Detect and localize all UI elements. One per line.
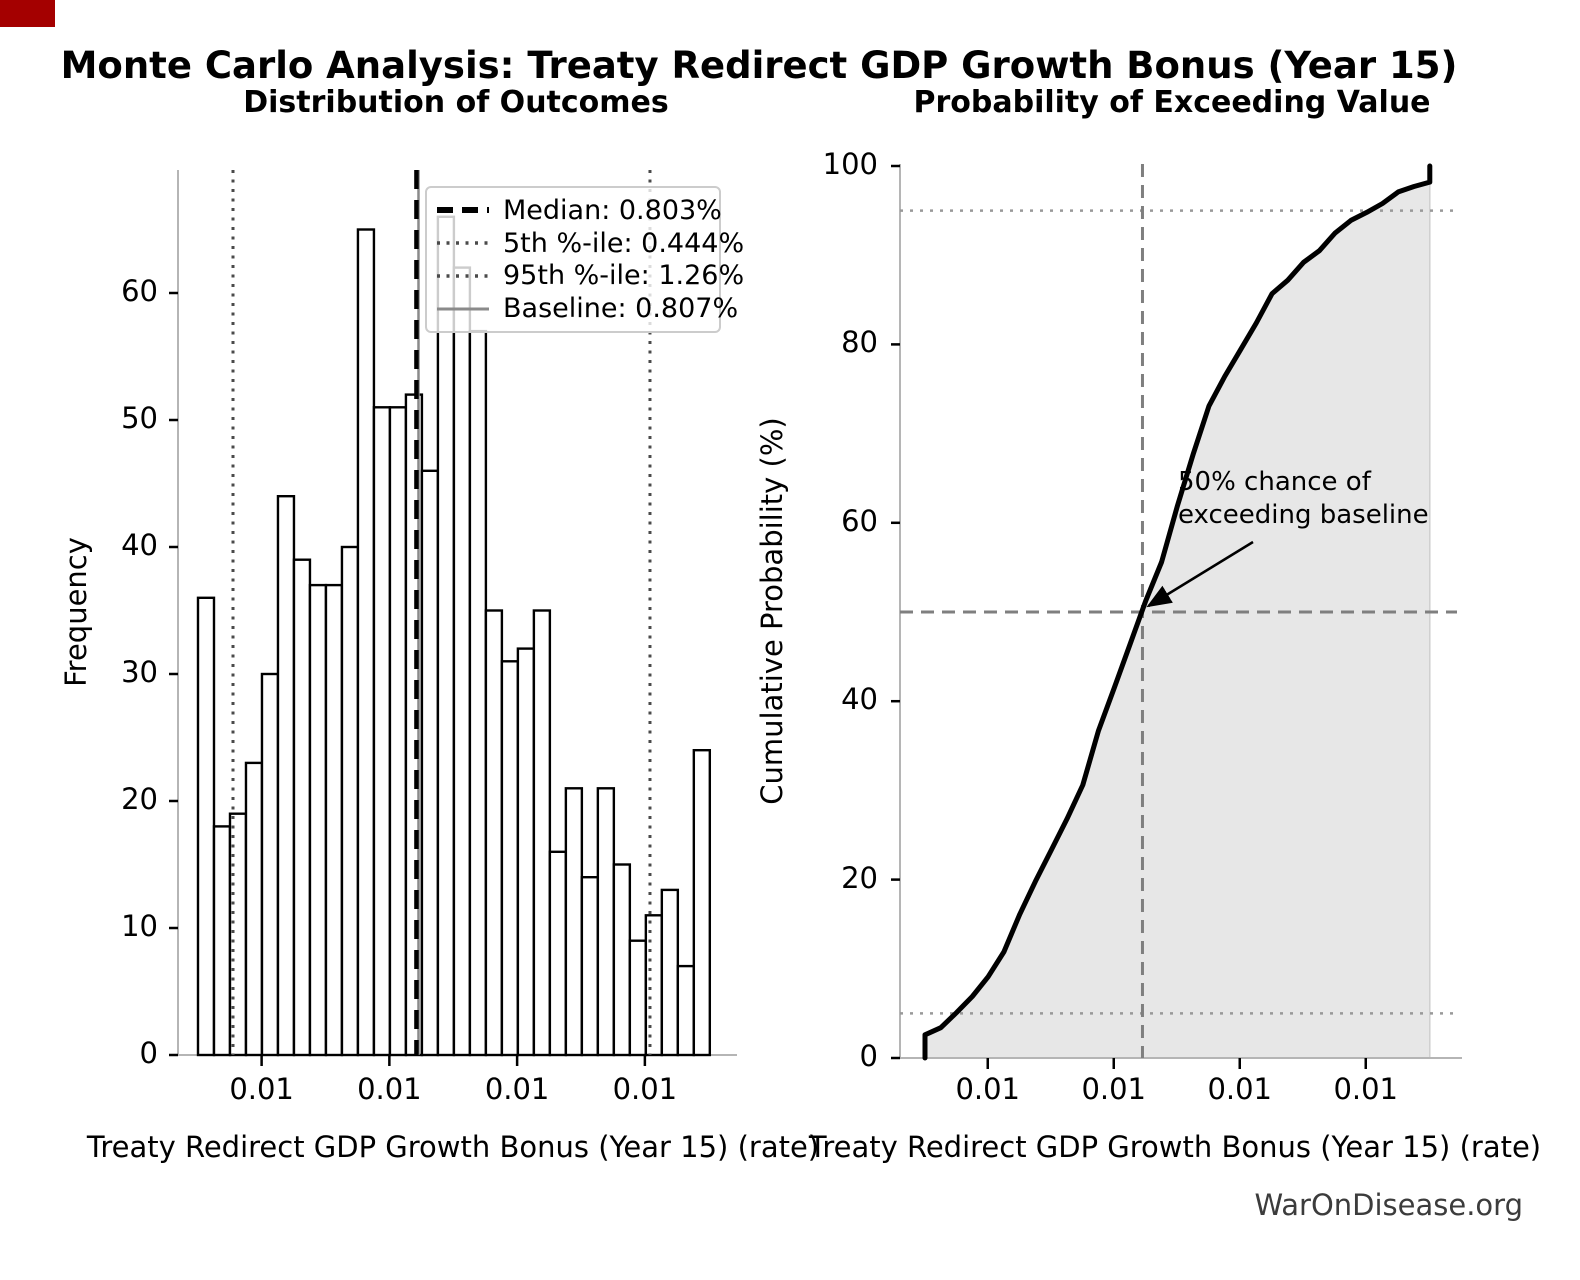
histogram-bar	[388, 406, 408, 1057]
legend-row-p95: 95th %-ile: 1.26%	[437, 260, 744, 293]
left-y-tick-label: 0	[139, 1036, 158, 1070]
left-y-tick-label: 40	[121, 528, 158, 562]
annotation-line-1: 50% chance of	[1178, 467, 1371, 497]
right-y-tick-label: 20	[841, 860, 878, 895]
left-x-tick-label: 0.01	[484, 1072, 550, 1106]
histogram-bar	[452, 266, 472, 1057]
right-y-tick-label: 60	[841, 503, 878, 538]
histogram-bar	[564, 787, 584, 1057]
histogram-bar	[212, 825, 232, 1057]
annotation-arrow	[1146, 540, 1254, 608]
histogram-bar	[292, 558, 312, 1057]
legend-label-p5: 5th %-ile: 0.444%	[503, 227, 745, 259]
histogram-bar	[228, 812, 248, 1057]
left-y-tick-label: 60	[121, 274, 158, 308]
cdf-curve	[922, 163, 1433, 1061]
left-y-tick-label: 10	[121, 909, 158, 943]
left-x-axis-label: Treaty Redirect GDP Growth Bonus (Year 1…	[86, 1130, 820, 1164]
legend-box: Median: 0.803% 5th %-ile: 0.444% 95th %-…	[425, 186, 744, 333]
histogram-bar	[500, 660, 520, 1057]
annotation-50pct: 50% chance of exceeding baseline	[1178, 466, 1429, 532]
right-x-tick-label: 0.01	[1333, 1072, 1399, 1106]
histogram-bar	[324, 583, 344, 1057]
histogram-bar	[276, 495, 296, 1057]
histogram-bar	[244, 761, 264, 1057]
left-x-tick-label: 0.01	[357, 1072, 422, 1106]
median-line-sample-icon	[437, 207, 489, 214]
left-y-tick-label: 30	[121, 655, 158, 689]
histogram-bar	[676, 964, 696, 1057]
histogram-bar	[196, 596, 216, 1057]
legend-label-baseline: Baseline: 0.807%	[503, 293, 739, 325]
histogram-bar	[628, 939, 648, 1057]
histogram-bar	[596, 787, 616, 1057]
left-x-tick-label: 0.01	[229, 1072, 294, 1106]
annotation-line-2: exceeding baseline	[1178, 500, 1429, 530]
histogram-bar	[692, 749, 712, 1057]
corner-brand-block	[0, 0, 55, 27]
histogram-bar	[660, 888, 680, 1057]
left-y-tick-label: 20	[121, 782, 158, 816]
left-y-tick-label: 50	[121, 401, 158, 435]
histogram-bar	[340, 545, 360, 1057]
histogram-bar	[644, 914, 664, 1057]
legend-row-baseline: Baseline: 0.807%	[437, 292, 738, 325]
histogram-bar	[580, 876, 600, 1057]
watermark-text: WarOnDisease.org	[1254, 1188, 1523, 1222]
right-x-tick-label: 0.01	[1081, 1072, 1147, 1106]
right-plot-title: Probability of Exceeding Value	[913, 85, 1431, 120]
histogram-bar	[308, 583, 328, 1057]
right-y-tick-label: 40	[841, 682, 878, 717]
baseline-line-sample-icon	[437, 307, 489, 311]
right-x-tick-label: 0.01	[1207, 1072, 1273, 1106]
right-x-axis-label: Treaty Redirect GDP Growth Bonus (Year 1…	[808, 1130, 1542, 1164]
legend-row-p5: 5th %-ile: 0.444%	[437, 227, 744, 260]
histogram-bar	[548, 850, 568, 1057]
right-y-tick-label: 80	[841, 325, 878, 360]
legend-label-median: Median: 0.803%	[503, 194, 722, 226]
histogram-bar	[436, 215, 456, 1057]
p95-line-sample-icon	[437, 274, 489, 278]
histogram-bar	[420, 469, 440, 1057]
histogram-bar	[516, 647, 536, 1057]
histogram-bar	[468, 329, 488, 1057]
p5-line-sample-icon	[437, 241, 489, 245]
main-title: Monte Carlo Analysis: Treaty Redirect GD…	[60, 44, 1458, 87]
legend-row-median: Median: 0.803%	[437, 194, 722, 227]
histogram-bar	[260, 672, 280, 1057]
legend-label-p95: 95th %-ile: 1.26%	[503, 260, 745, 292]
histogram-bar	[612, 863, 632, 1057]
histogram-bar	[484, 609, 504, 1057]
right-y-axis-label: Cumulative Probability (%)	[755, 417, 789, 805]
right-y-tick-label: 0	[859, 1039, 878, 1073]
right-y-tick-label: 100	[822, 147, 878, 181]
left-plot-title: Distribution of Outcomes	[243, 85, 669, 120]
left-x-tick-label: 0.01	[612, 1072, 678, 1106]
right-x-tick-label: 0.01	[955, 1072, 1021, 1106]
histogram-bar	[532, 609, 552, 1057]
histogram-bar	[356, 228, 376, 1057]
histogram-bar	[372, 406, 392, 1057]
